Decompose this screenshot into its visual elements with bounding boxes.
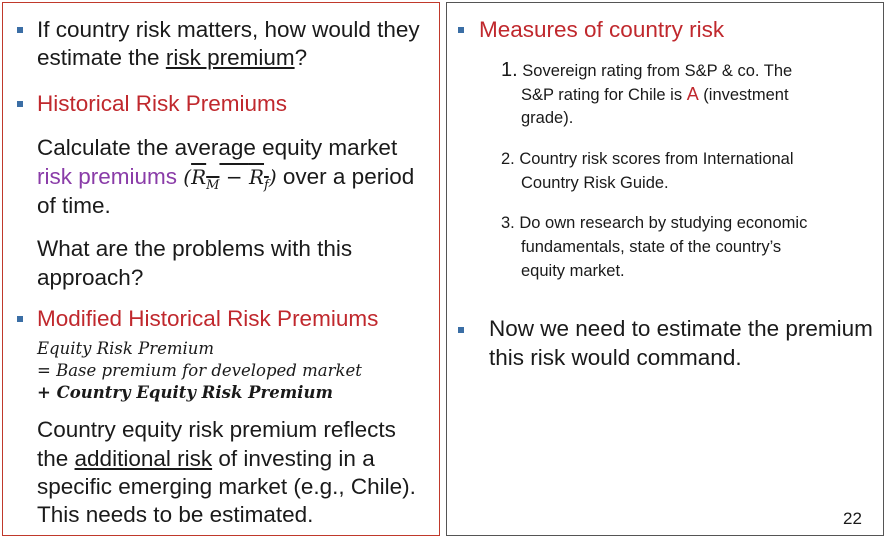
- bullet-square-icon: [17, 316, 23, 322]
- equation-line-1: Equity Risk Premium: [37, 339, 215, 358]
- historical-risk-premiums-heading: Historical Risk Premiums: [37, 91, 288, 116]
- chile-rating: A: [686, 84, 699, 104]
- bullet-square-icon: [458, 327, 464, 333]
- question-line-2: estimate the risk premium?: [37, 45, 308, 70]
- page-number: 22: [843, 509, 862, 528]
- historical-text-line-2: risk premiums (RM − Rf) over a period: [37, 164, 415, 193]
- measure-item-2-line-2: Country Risk Guide.: [521, 174, 669, 192]
- risk-premiums-term: risk premiums: [37, 164, 178, 189]
- historical-text-line-3: of time.: [37, 193, 111, 218]
- question-line-1: If country risk matters, how would they: [37, 17, 420, 42]
- bullet-square-icon: [17, 27, 23, 33]
- problems-question-line-2: approach?: [37, 265, 144, 290]
- country-premium-text-line-1: Country equity risk premium reflects: [37, 417, 396, 442]
- modified-risk-premiums-heading: Modified Historical Risk Premiums: [37, 306, 379, 331]
- measure-item-3-line-1: 3. Do own research by studying economic: [501, 214, 808, 232]
- left-content-box: If country risk matters, how would they …: [2, 2, 440, 536]
- equation-line-2: = Base premium for developed market: [37, 361, 362, 380]
- country-premium-text-line-3: specific emerging market (e.g., Chile).: [37, 474, 416, 499]
- measure-item-3-line-2: fundamentals, state of the country’s: [521, 238, 782, 256]
- bullet-square-icon: [458, 27, 464, 33]
- equation-line-3: + Country Equity Risk Premium: [37, 383, 333, 402]
- risk-premium-term: risk premium: [165, 45, 295, 70]
- right-content-box: Measures of country risk 1. Sovereign ra…: [446, 2, 884, 536]
- measure-item-1-line-1: 1. Sovereign rating from S&P & co. The: [501, 59, 793, 81]
- additional-risk-term: additional risk: [74, 446, 213, 471]
- country-premium-text-line-4: This needs to be estimated.: [37, 502, 314, 527]
- problems-question-line-1: What are the problems with this: [37, 236, 353, 261]
- measure-item-1-line-2: S&P rating for Chile is A (investment: [521, 84, 789, 104]
- next-step-line-2: this risk would command.: [489, 345, 742, 370]
- bullet-square-icon: [17, 101, 23, 107]
- historical-text-line-1: Calculate the average equity market: [37, 135, 398, 160]
- measure-item-1-line-3: grade).: [521, 109, 574, 127]
- next-step-line-1: Now we need to estimate the premium: [489, 316, 873, 341]
- country-premium-text-line-2: the additional risk of investing in a: [37, 446, 375, 471]
- market-minus-riskfree-formula: (RM − Rf): [183, 165, 277, 193]
- measure-item-3-line-3: equity market.: [521, 262, 625, 280]
- measures-heading: Measures of country risk: [479, 17, 725, 42]
- measure-item-2-line-1: 2. Country risk scores from Internationa…: [501, 150, 794, 168]
